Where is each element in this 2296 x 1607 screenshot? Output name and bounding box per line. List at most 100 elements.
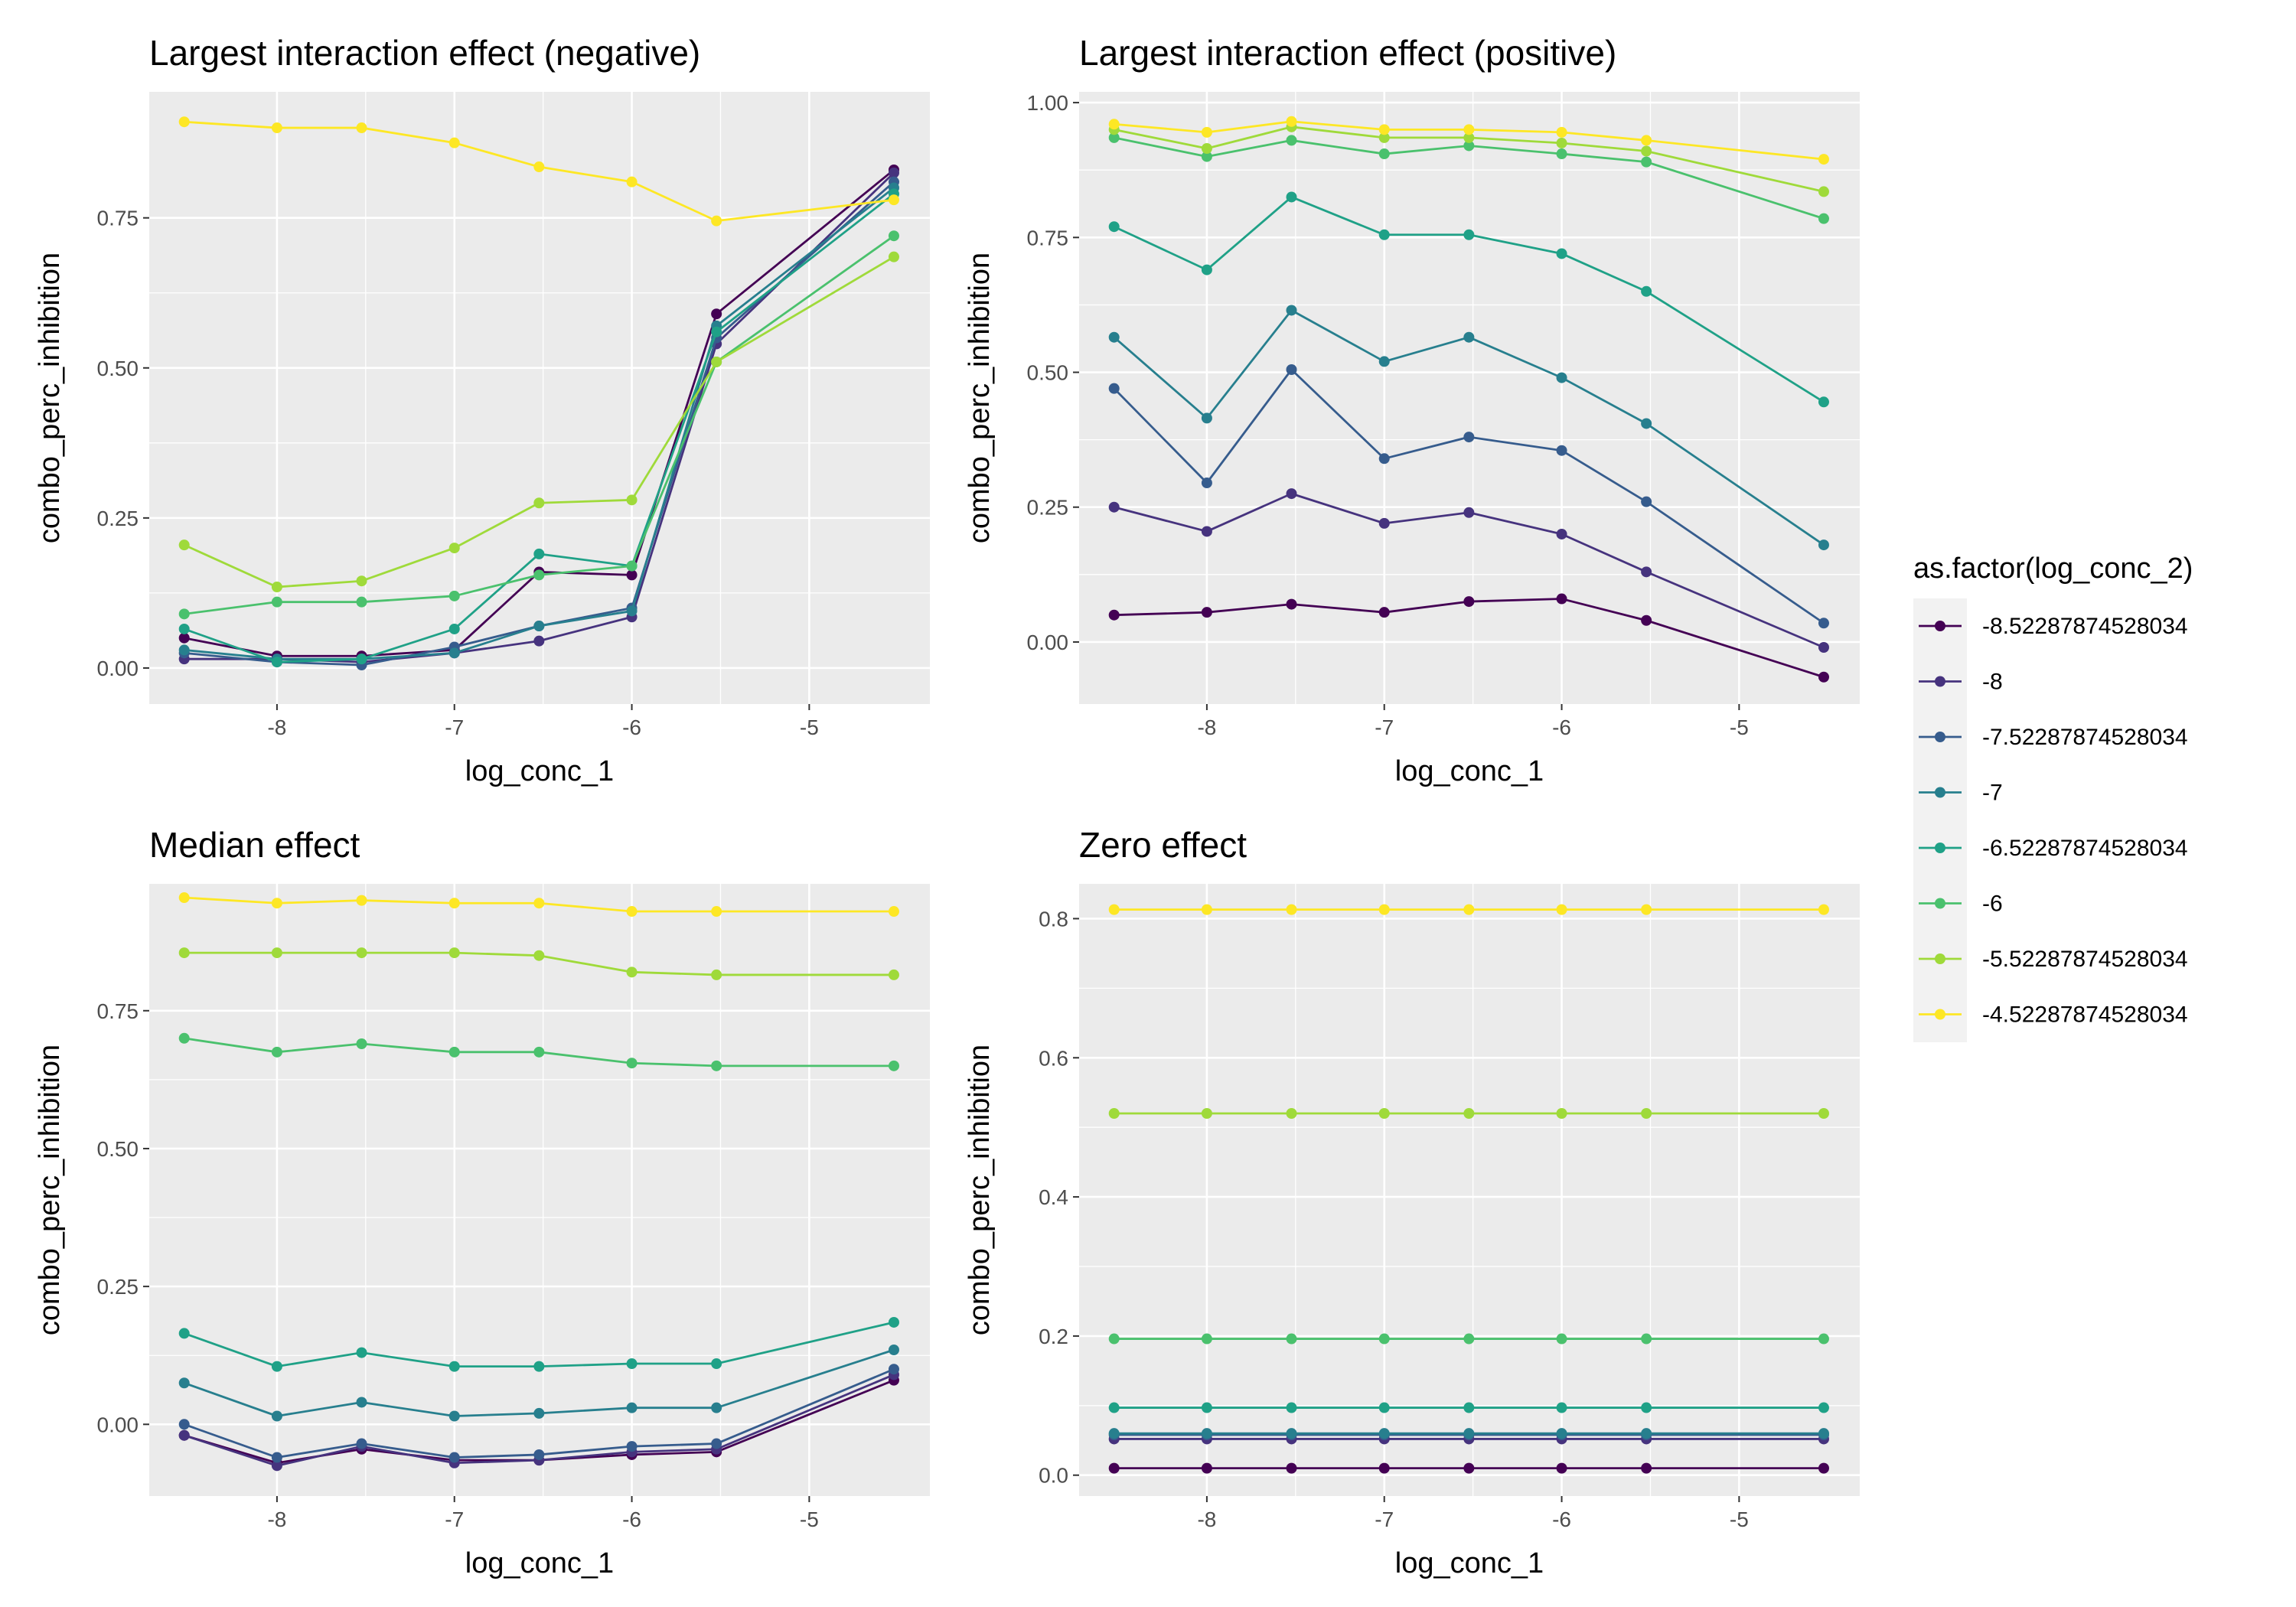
data-point: [1818, 1402, 1829, 1413]
data-point: [356, 895, 367, 906]
data-point: [1463, 1462, 1475, 1474]
series-line: [184, 193, 895, 663]
legend-key-point: [1935, 898, 1945, 909]
data-point: [1201, 126, 1212, 138]
data-point: [1286, 1402, 1297, 1413]
data-point: [888, 906, 899, 918]
legend-entry: -7: [1919, 781, 2003, 806]
data-point: [1641, 1108, 1652, 1119]
data-point: [626, 176, 638, 187]
data-point: [888, 230, 899, 242]
y-axis-label: combo_perc_inhibition: [34, 1045, 66, 1335]
data-point: [533, 1407, 545, 1419]
data-point: [626, 966, 638, 978]
x-tick-label: -5: [1730, 1508, 1749, 1531]
data-point: [1378, 229, 1390, 240]
series-line: [184, 1374, 895, 1467]
series-line: [184, 1321, 895, 1368]
data-point: [711, 906, 722, 918]
data-point: [1463, 1428, 1475, 1439]
data-point: [178, 1328, 190, 1339]
panel-title: Zero effect: [1079, 825, 1247, 865]
y-tick-label: 0.00: [97, 657, 139, 680]
legend-label: -5.52287874528034: [1982, 947, 2188, 972]
data-point: [1641, 145, 1652, 157]
series-line: [184, 1348, 895, 1417]
series-line: [1114, 196, 1825, 403]
data-point: [711, 1402, 722, 1413]
data-point: [448, 590, 460, 601]
data-point: [626, 1058, 638, 1069]
y-tick-label: 0.00: [97, 1413, 139, 1436]
data-point: [1378, 1428, 1390, 1439]
data-point: [1818, 641, 1829, 653]
data-point: [1378, 124, 1390, 135]
data-point: [1818, 618, 1829, 629]
data-point: [1818, 1333, 1829, 1345]
data-point: [1108, 609, 1120, 621]
y-tick-label: 0.00: [1027, 631, 1069, 654]
data-point: [1641, 496, 1652, 507]
data-point: [356, 122, 367, 134]
y-tick-label: 0.4: [1039, 1185, 1068, 1209]
data-point: [1818, 671, 1829, 683]
x-tick-label: -5: [1730, 715, 1749, 739]
data-point: [1108, 1333, 1120, 1345]
data-point: [1641, 285, 1652, 297]
series-6: [1108, 132, 1829, 224]
data-point: [1378, 1462, 1390, 1474]
data-point: [626, 1441, 638, 1452]
series-2: [1108, 488, 1829, 653]
legend-entry: -8.52287874528034: [1919, 614, 2188, 639]
data-point: [271, 1361, 282, 1372]
data-point: [1818, 396, 1829, 408]
legend: as.factor(log_conc_2) -8.52287874528034 -8…: [1913, 553, 2193, 1042]
data-point: [1641, 156, 1652, 168]
series-line: [1114, 120, 1825, 161]
data-point: [711, 356, 722, 367]
legend-key-point: [1935, 732, 1945, 742]
legend-label: -6: [1982, 892, 2003, 917]
data-point: [1201, 1402, 1212, 1413]
data-point: [888, 1345, 899, 1356]
series-line: [184, 120, 895, 223]
data-point: [1641, 1428, 1652, 1439]
data-point: [1463, 229, 1475, 240]
legend-title: as.factor(log_conc_2): [1913, 553, 2193, 585]
legend-entry: -4.52287874528034: [1919, 1002, 2188, 1028]
data-point: [1818, 1428, 1829, 1439]
data-point: [178, 1419, 190, 1430]
data-point: [711, 1060, 722, 1071]
data-point: [1818, 154, 1829, 165]
data-point: [1201, 607, 1212, 618]
y-tick-label: 1.00: [1027, 91, 1069, 115]
x-tick-label: -5: [800, 715, 819, 739]
data-point: [271, 1460, 282, 1472]
series-6: [178, 230, 899, 620]
series-line: [1113, 309, 1825, 546]
data-point: [533, 635, 545, 647]
data-point: [1378, 132, 1390, 143]
data-point: [626, 560, 638, 572]
data-point: [711, 1358, 722, 1370]
x-tick-label: -7: [445, 1508, 464, 1531]
x-tick-label: -6: [1552, 1508, 1571, 1531]
x-tick-label: -8: [1197, 715, 1216, 739]
data-point: [448, 647, 460, 659]
legend-entry: -8: [1919, 670, 2003, 695]
data-point: [626, 1358, 638, 1370]
series-4: [1108, 1428, 1829, 1439]
series-8: [1108, 116, 1829, 165]
data-point: [888, 167, 899, 178]
data-point: [888, 969, 899, 980]
data-point: [356, 1038, 367, 1050]
x-tick-label: -6: [1552, 715, 1571, 739]
y-tick-label: 0.50: [97, 1137, 139, 1161]
legend-label: -4.52287874528034: [1982, 1002, 2188, 1028]
data-point: [888, 194, 899, 206]
chart-panels: -8 -7 -6 -5 0.00 0.25 0.50 0.75 Largest interact…: [34, 33, 1860, 1579]
x-tick-label: -7: [445, 715, 464, 739]
data-point: [711, 1438, 722, 1449]
series-8: [178, 116, 899, 227]
